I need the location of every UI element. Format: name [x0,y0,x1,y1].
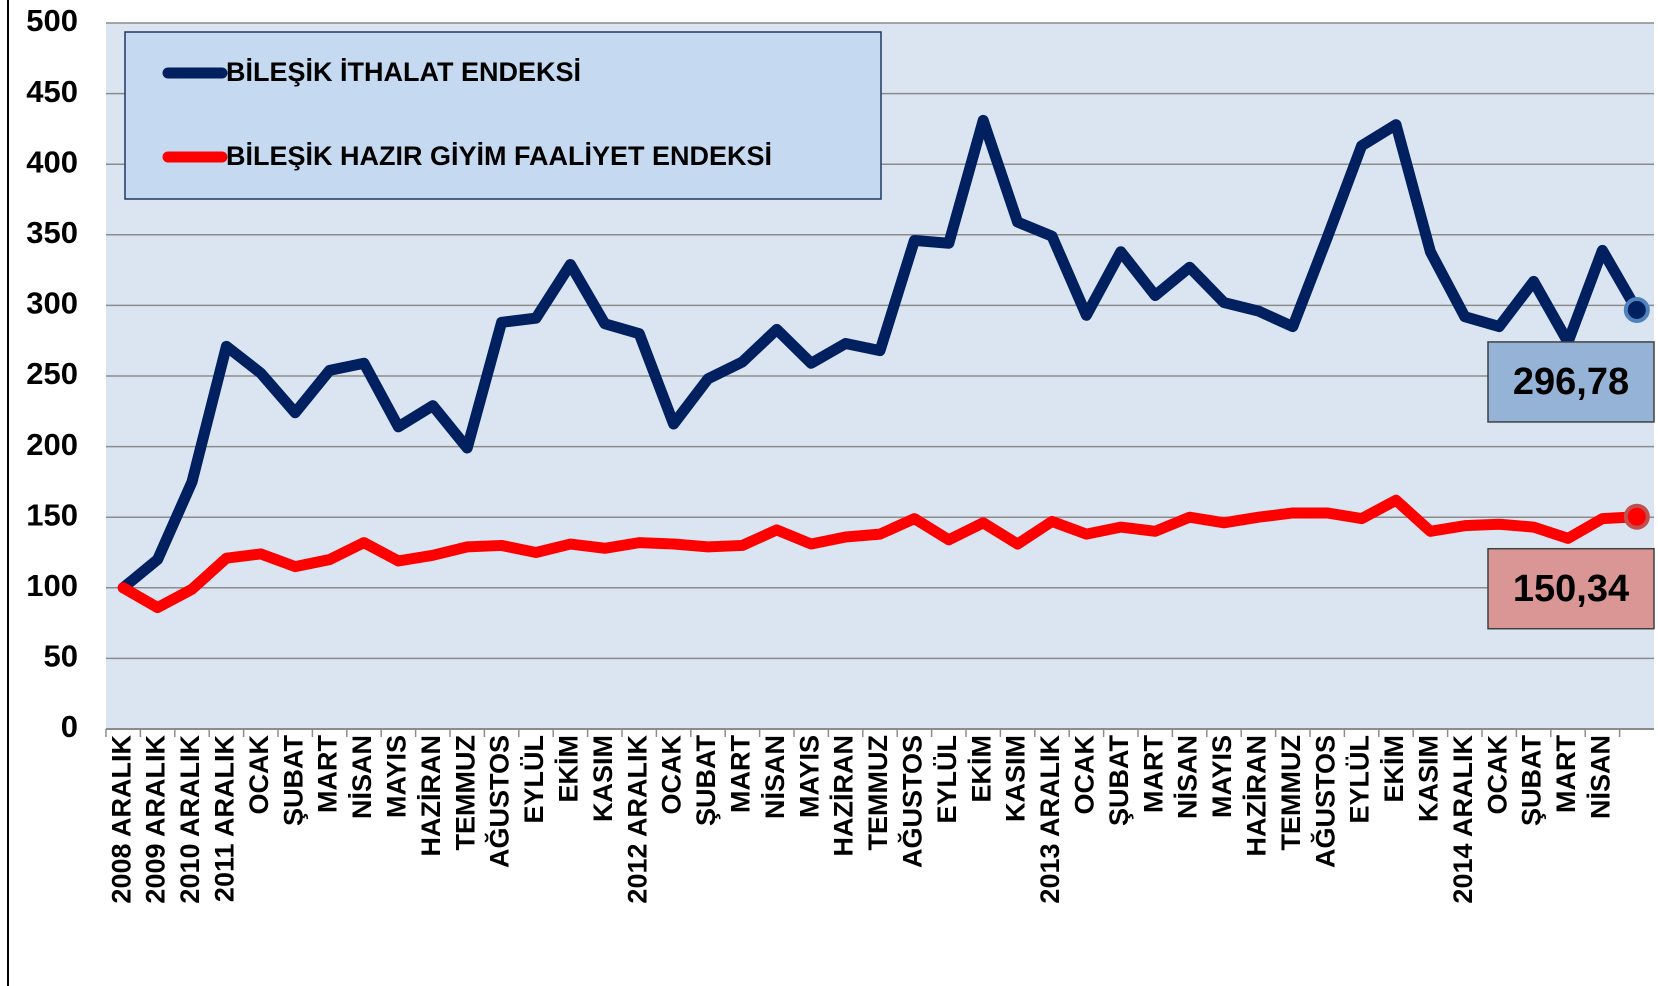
value-label: 150,34 [1513,568,1629,610]
legend-label: BİLEŞİK İTHALAT ENDEKSİ [226,57,581,87]
y-tick-label: 0 [61,709,78,744]
y-tick-label: 450 [26,74,78,109]
x-tick-label: EKİM [554,735,584,803]
y-tick-label: 250 [26,356,78,391]
x-tick-label: MAYIS [382,735,412,818]
line-series [117,114,1643,594]
x-tick-label: TEMMUZ [863,735,893,850]
x-tick-label: NİSAN [1173,735,1203,819]
y-tick-label: 500 [26,3,78,38]
x-tick-label: 2008 ARALIK [106,735,136,904]
x-tick-label: MART [726,734,756,812]
legend-box [124,31,882,200]
x-tick-label: NİSAN [1586,735,1616,819]
x-tick-label: NİSAN [760,735,790,819]
x-tick-label: HAZİRAN [416,735,446,857]
x-tick-label: KASIM [588,735,618,822]
x-tick-label: MART [313,734,343,812]
x-tick-label: 2011 ARALIK [210,734,240,902]
x-tick-label: MART [1551,734,1581,812]
x-tick-label: ŞUBAT [1104,734,1134,826]
x-tick-label: AĞUSTOS [484,735,515,868]
x-tick-label: TEMMUZ [1276,735,1306,850]
x-tick-label: 2009 ARALIK [141,735,171,904]
x-tick-label: EYLÜL [1345,735,1375,824]
x-tick-label: 2012 ARALIK [622,735,652,904]
x-tick-label: OCAK [244,735,274,815]
x-tick-label: KASIM [1001,735,1031,822]
value-label-box [1487,341,1655,423]
x-tick-label: EKİM [966,735,996,803]
legend-label: BİLEŞİK HAZIR GİYİM FAALİYET ENDEKSİ [226,141,772,171]
x-tick-label: NİSAN [347,735,377,819]
x-tick-label: HAZİRAN [829,735,859,857]
point-marker [1623,503,1650,530]
y-tick-label: 50 [44,639,78,674]
x-tick-label: ŞUBAT [691,734,721,826]
point-marker [1623,296,1650,323]
x-tick-label: TEMMUZ [450,735,480,850]
y-tick-label: 400 [26,144,78,179]
x-tick-label: ŞUBAT [278,734,308,826]
x-tick-label: OCAK [657,735,687,815]
x-tick-label: OCAK [1482,735,1512,815]
y-tick-label: 200 [26,427,78,462]
y-tick-label: 300 [26,286,78,321]
x-tick-label: AĞUSTOS [897,735,928,868]
y-tick-label: 350 [26,215,78,250]
x-tick-label: 2014 ARALIK [1448,735,1478,904]
x-tick-label: KASIM [1414,735,1444,822]
x-tick-label: ŞUBAT [1517,734,1547,826]
x-tick-label: HAZİRAN [1242,735,1272,857]
value-label: 296,78 [1513,361,1629,403]
value-label-box [1487,547,1655,630]
x-tick-label: MART [1138,734,1168,812]
x-tick-label: EYLÜL [519,735,549,824]
x-tick-label: OCAK [1070,735,1100,815]
y-tick-label: 150 [26,497,78,532]
x-tick-label: 2010 ARALIK [175,735,205,904]
x-tick-label: EYLÜL [932,735,962,824]
y-tick-label: 100 [26,568,78,603]
line-series [117,494,1643,614]
x-tick-label: AĞUSTOS [1309,735,1340,868]
x-tick-label: MAYIS [1207,735,1237,818]
x-tick-label: EKİM [1379,735,1409,803]
x-tick-label: MAYIS [794,735,824,818]
x-tick-label: 2013 ARALIK [1035,735,1065,904]
